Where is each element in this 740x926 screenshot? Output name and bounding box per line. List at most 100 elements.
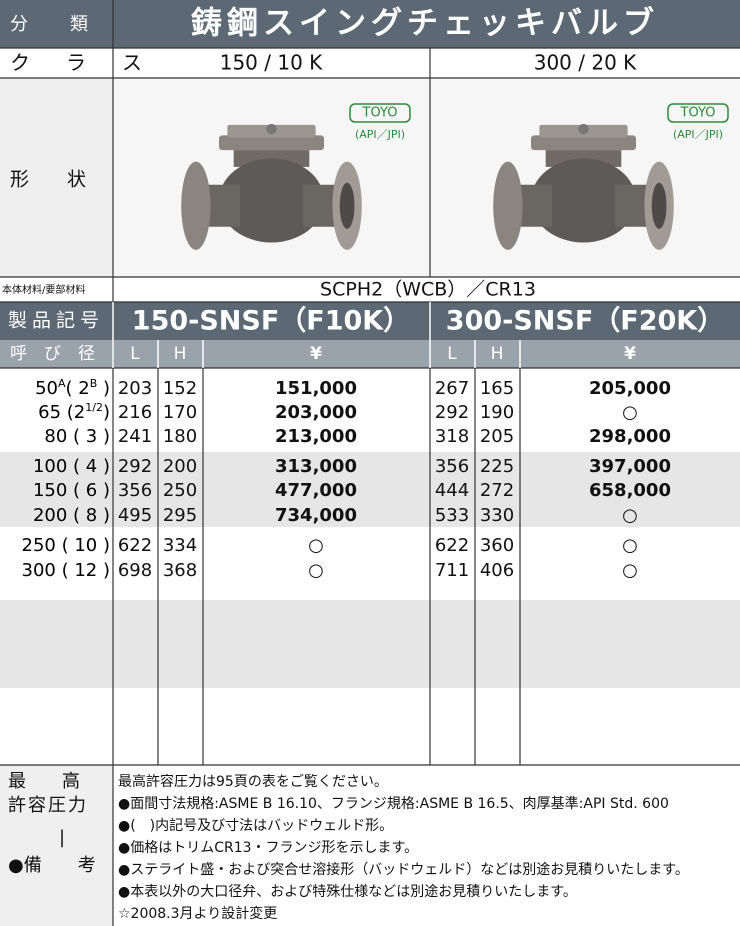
size-part: 150 ( 6 ): [33, 480, 110, 501]
height: 272: [480, 480, 514, 501]
material-value: SCPH2（WCB）／CR13: [320, 279, 536, 301]
length: 711: [435, 560, 469, 581]
size: 150 ( 6 ): [33, 480, 110, 501]
note: ●( )内記号及び寸法はバッドウェルド形。: [118, 817, 393, 834]
shape-label: 形 状: [10, 169, 86, 191]
standard: (API／JPI): [673, 128, 723, 141]
material-label: 本体材料/要部材料: [2, 283, 85, 296]
height: 295: [163, 505, 197, 526]
price: 213,000: [275, 426, 357, 447]
length: 241: [118, 426, 152, 447]
height: 200: [163, 456, 197, 477]
note: ☆2008.3月より設計変更: [118, 905, 277, 922]
notes-label: 許容圧力: [8, 795, 88, 816]
product-code: 150-SNSF（F10K）: [132, 306, 410, 337]
price: 734,000: [275, 505, 357, 526]
price: 151,000: [275, 378, 357, 399]
size-part: 200 ( 8 ): [33, 505, 110, 526]
size: 100 ( 4 ): [33, 456, 110, 477]
length: 292: [435, 402, 469, 423]
header-dividers: [112, 302, 521, 368]
price: 203,000: [275, 402, 357, 423]
title: 鋳鋼スイングチェッキバルブ: [191, 6, 659, 42]
height: 368: [163, 560, 197, 581]
length: 267: [435, 378, 469, 399]
logo: TOYO: [362, 106, 398, 121]
price: 477,000: [275, 480, 357, 501]
notes-label: ●備 考: [8, 855, 96, 876]
size-part: 100 ( 4 ): [33, 456, 110, 477]
length: 533: [435, 505, 469, 526]
col-header: ¥: [310, 344, 322, 364]
height: 180: [163, 426, 197, 447]
col-header: H: [174, 344, 187, 364]
class-value: 150 / 10 K: [220, 51, 323, 75]
price: ○: [308, 535, 324, 556]
height: 225: [480, 456, 514, 477]
size: 250 ( 10 ): [22, 535, 110, 556]
price: 397,000: [589, 456, 671, 477]
note: ●本表以外の大口径弁、および特殊仕様などは別途お見積りいたします。: [118, 883, 577, 900]
col-header-bg: [0, 340, 740, 368]
price: ○: [622, 560, 638, 581]
note: ●面間寸法規格:ASME B 16.10、フランジ規格:ASME B 16.5、…: [118, 795, 669, 812]
logo: TOYO: [680, 106, 716, 121]
code-label: 製品記号: [8, 310, 104, 332]
note: ●価格はトリムCR13・フランジ形を示します。: [118, 840, 418, 856]
note: ●ステライト盛・および突合せ溶接形（バッドウェルド）などは別途お見積りいたします…: [118, 861, 689, 878]
price: ○: [622, 535, 638, 556]
notes-label: 最 高: [8, 771, 80, 792]
size: 65 (21/2): [38, 401, 110, 423]
height: 406: [480, 560, 514, 581]
code-bg: [0, 302, 740, 340]
length: 292: [118, 456, 152, 477]
height: 250: [163, 480, 197, 501]
height: 330: [480, 505, 514, 526]
length: 203: [118, 378, 152, 399]
band: [0, 452, 740, 527]
length: 622: [435, 535, 469, 556]
size: 80 ( 3 ): [44, 426, 110, 447]
size: 300 ( 12 ): [22, 560, 110, 581]
category-label: 分 類: [10, 14, 100, 35]
size-part: ): [97, 378, 110, 399]
class-label: ク ラ ス: [10, 51, 150, 75]
band: [0, 600, 740, 688]
size-part: B: [90, 377, 98, 390]
length: 356: [435, 456, 469, 477]
label-bg: [0, 78, 113, 277]
price: 298,000: [589, 426, 671, 447]
length: 698: [118, 560, 152, 581]
length: 444: [435, 480, 469, 501]
size-part: 65 (2: [38, 402, 85, 423]
col-header: L: [130, 344, 140, 364]
size-header: 呼 び 径: [10, 344, 95, 364]
length: 495: [118, 505, 152, 526]
class-value: 300 / 20 K: [534, 51, 637, 75]
price: 313,000: [275, 456, 357, 477]
length: 216: [118, 402, 152, 423]
height: 334: [163, 535, 197, 556]
title-bg: [0, 0, 740, 48]
standard: (API／JPI): [355, 128, 405, 141]
col-header: ¥: [624, 344, 636, 364]
size-part: 300 ( 12 ): [22, 560, 110, 581]
height: 170: [163, 402, 197, 423]
height: 152: [163, 378, 197, 399]
price: ○: [622, 402, 638, 423]
height: 205: [480, 426, 514, 447]
price: 658,000: [589, 480, 671, 501]
image-bg: [113, 78, 740, 277]
notes-label-bg: [0, 765, 113, 926]
size-part: 50: [35, 378, 58, 399]
notes-label: |: [59, 827, 65, 848]
size: 50A( 2B ): [35, 377, 110, 399]
size-part: 1/2: [85, 401, 103, 414]
price: 205,000: [589, 378, 671, 399]
size-part: ): [103, 402, 110, 423]
height: 165: [480, 378, 514, 399]
logo-frame: [349, 103, 411, 123]
size-part: A: [58, 377, 66, 390]
